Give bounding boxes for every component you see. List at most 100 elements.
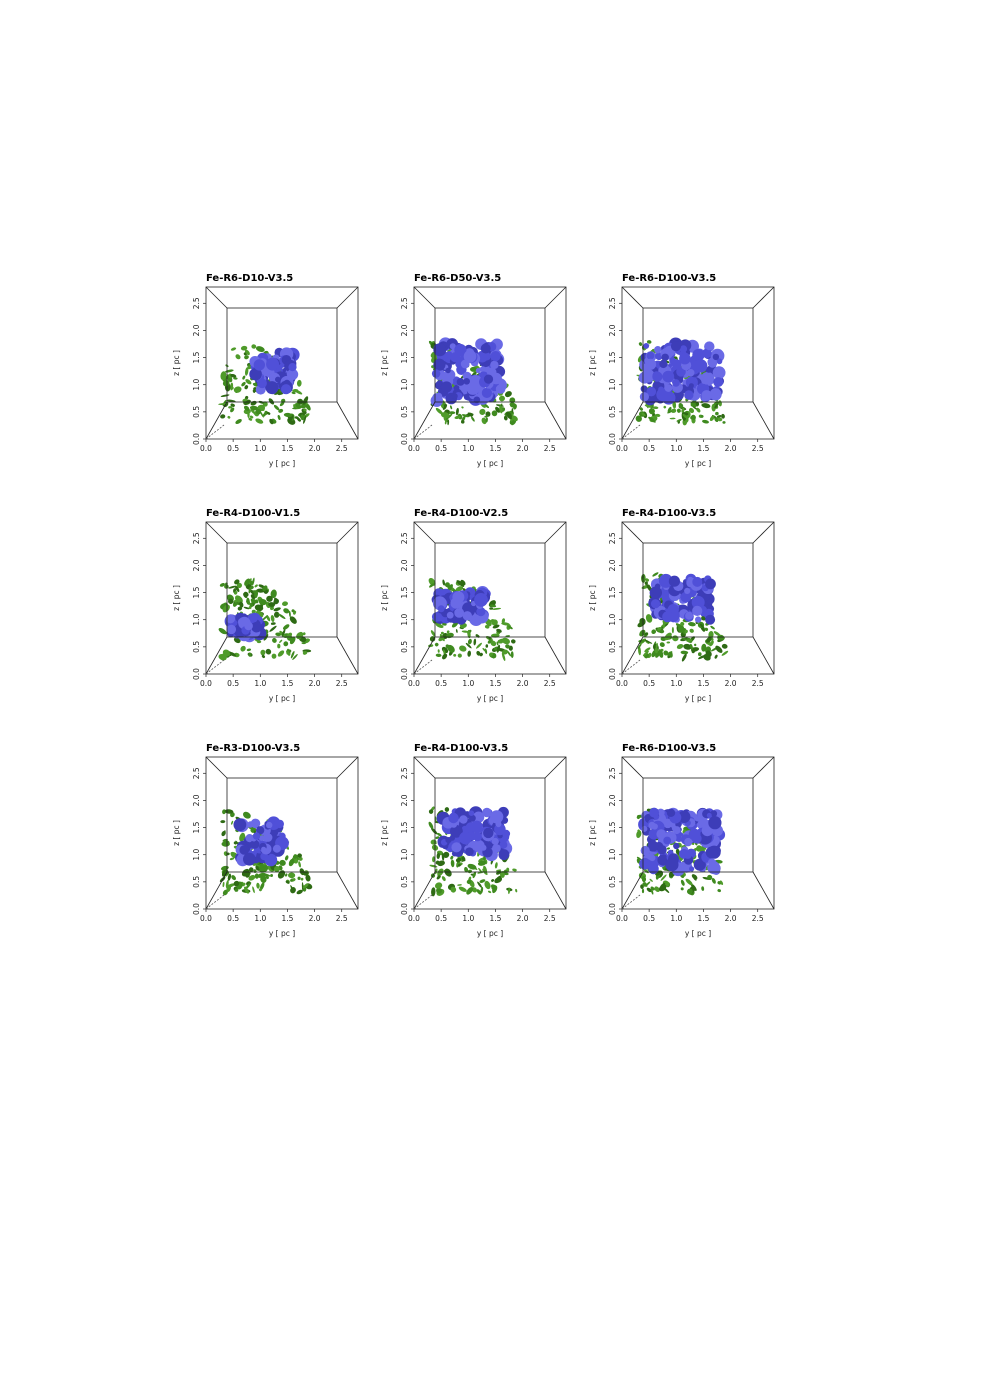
x-tick-label: 0.0 [200,914,212,923]
green-blob [499,395,505,402]
x-tick-label: 2.0 [725,444,737,453]
green-blob [501,622,510,626]
blue-clump [435,392,443,400]
green-blob [676,644,684,649]
green-blob [444,419,447,425]
green-blob [284,873,288,877]
blue-clump [663,836,672,845]
green-blob [470,366,478,372]
green-blob [248,652,252,657]
y-tick-label: 0.0 [608,433,617,445]
blue-clump [462,602,475,615]
green-blob [268,602,276,607]
green-blob [248,417,253,421]
x-tick-label: 2.5 [752,444,764,453]
green-blob [501,618,506,624]
x-axis-line [621,424,641,440]
green-blob [288,610,291,618]
green-blob [663,887,670,893]
green-blob [269,625,277,632]
y-tick-label: 1.5 [608,821,617,833]
green-blob [258,599,267,606]
green-blob [296,379,302,387]
green-blob [230,373,237,378]
green-blob [243,606,250,610]
blue-clump [465,847,474,856]
green-blob [262,873,271,877]
box-front-frame [413,521,567,675]
green-blob [249,405,259,411]
y-tick-label: 2.0 [608,794,617,806]
green-blob [446,630,450,634]
green-blob [301,882,304,891]
green-blob [681,407,685,413]
green-blob [713,631,721,637]
green-blob [675,623,682,628]
green-blob [301,642,306,645]
green-blob [270,615,275,622]
green-blob [272,637,277,643]
green-blob [224,584,229,589]
green-blob [717,889,721,893]
green-blob [644,581,648,585]
box-front-frame [413,756,567,910]
blue-clump [643,343,650,349]
blue-clump [649,586,662,599]
green-blob [688,622,696,627]
blue-clump [273,820,280,827]
y-axis-label: z [ pc ] [380,585,389,611]
green-blob [714,417,719,423]
y-tick-label: 2.5 [400,767,409,779]
x-axis-line [205,424,225,440]
green-blob [279,639,283,643]
green-blob [490,640,497,647]
panel-title: Fe-R4-D100-V1.5 [206,508,300,519]
x-tick-label: 2.5 [544,679,556,688]
green-blob [259,863,264,866]
green-blob [641,888,645,894]
blue-clump [243,852,256,866]
green-blob [437,649,440,653]
green-blob [484,625,490,629]
green-blob [701,886,705,891]
blue-clump [680,591,692,603]
green-blob [230,382,234,391]
green-blob [249,603,254,607]
x-axis-label: y [ pc ] [685,459,711,468]
green-blob [477,860,487,866]
blue-clump [473,396,481,404]
y-tick-label: 0.5 [608,641,617,653]
green-blob [262,401,268,407]
green-blob [281,861,286,865]
blue-clump [275,376,281,383]
x-tick-label: 2.0 [725,679,737,688]
blue-clump [445,837,452,844]
blue-clump [456,378,465,386]
blue-clump [646,351,655,360]
y-tick-label: 0.0 [400,903,409,915]
green-blob [680,621,685,627]
blue-clump [693,858,706,871]
x-tick-label: 1.0 [670,444,682,453]
green-blob [659,882,666,889]
y-tick-label: 0.0 [608,903,617,915]
green-blob [224,369,234,373]
blue-clump [272,844,281,853]
green-blob [488,890,492,894]
x-tick-label: 1.0 [670,914,682,923]
x-tick-label: 1.0 [670,679,682,688]
green-blob [489,652,493,657]
x-axis-line [205,894,225,910]
blue-clump [433,358,446,371]
green-blob [510,651,514,658]
green-blob [229,857,235,861]
green-blob [689,628,694,633]
green-blob [505,635,510,638]
green-blob [455,629,458,633]
green-blob [251,609,256,614]
green-blob [477,881,483,888]
panel-3: Fe-R6-D100-V3.5 0.0 0.5 1.0 1.5 2.0 2.5 0.0 0.5 1… [588,273,775,468]
green-blob [475,634,480,638]
blue-clump [252,832,261,840]
green-blob [290,879,294,882]
